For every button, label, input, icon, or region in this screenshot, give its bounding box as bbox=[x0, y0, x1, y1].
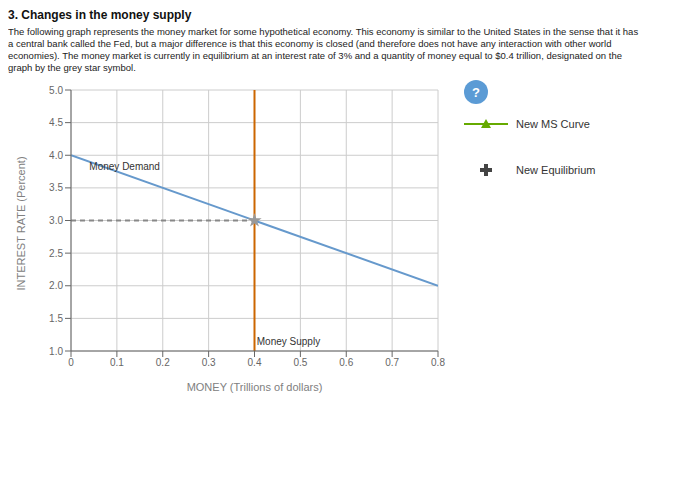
svg-text:Money Demand: Money Demand bbox=[89, 161, 160, 172]
svg-text:4.5: 4.5 bbox=[49, 117, 63, 128]
svg-text:2.5: 2.5 bbox=[49, 248, 63, 259]
svg-text:INTEREST RATE (Percent): INTEREST RATE (Percent) bbox=[15, 156, 27, 290]
svg-text:0.7: 0.7 bbox=[385, 357, 399, 368]
svg-text:0.4: 0.4 bbox=[248, 357, 262, 368]
svg-text:0.3: 0.3 bbox=[202, 357, 216, 368]
svg-text:1.5: 1.5 bbox=[49, 313, 63, 324]
svg-text:4.0: 4.0 bbox=[49, 150, 63, 161]
svg-text:0.2: 0.2 bbox=[156, 357, 170, 368]
svg-text:2.0: 2.0 bbox=[49, 280, 63, 291]
html-text:economies). The money market i: economies). The money market is currentl… bbox=[8, 50, 622, 61]
svg-text:0.6: 0.6 bbox=[339, 357, 353, 368]
svg-text:0.5: 0.5 bbox=[293, 357, 307, 368]
html-text:a central bank called the Fed,: a central bank called the Fed, but a maj… bbox=[8, 38, 612, 49]
svg-text:Money Supply: Money Supply bbox=[257, 336, 320, 347]
svg-text:0.8: 0.8 bbox=[431, 357, 445, 368]
svg-text:0.1: 0.1 bbox=[110, 357, 124, 368]
svg-text:1.0: 1.0 bbox=[49, 346, 63, 357]
svg-text:3.5: 3.5 bbox=[49, 182, 63, 193]
svg-text:MONEY (Trillions of dollars): MONEY (Trillions of dollars) bbox=[187, 381, 323, 393]
svg-text:5.0: 5.0 bbox=[49, 85, 63, 96]
svg-text:0: 0 bbox=[68, 357, 74, 368]
html-text:graph by the grey star symbol.: graph by the grey star symbol. bbox=[8, 62, 136, 73]
html-text:New MS Curve: New MS Curve bbox=[516, 118, 590, 130]
html-text:The following graph represents: The following graph represents the money… bbox=[8, 26, 639, 37]
svg-text:3.0: 3.0 bbox=[49, 215, 63, 226]
html-text:New Equilibrium: New Equilibrium bbox=[516, 164, 596, 176]
html-text:3. Changes in the money supply: 3. Changes in the money supply bbox=[8, 8, 192, 22]
